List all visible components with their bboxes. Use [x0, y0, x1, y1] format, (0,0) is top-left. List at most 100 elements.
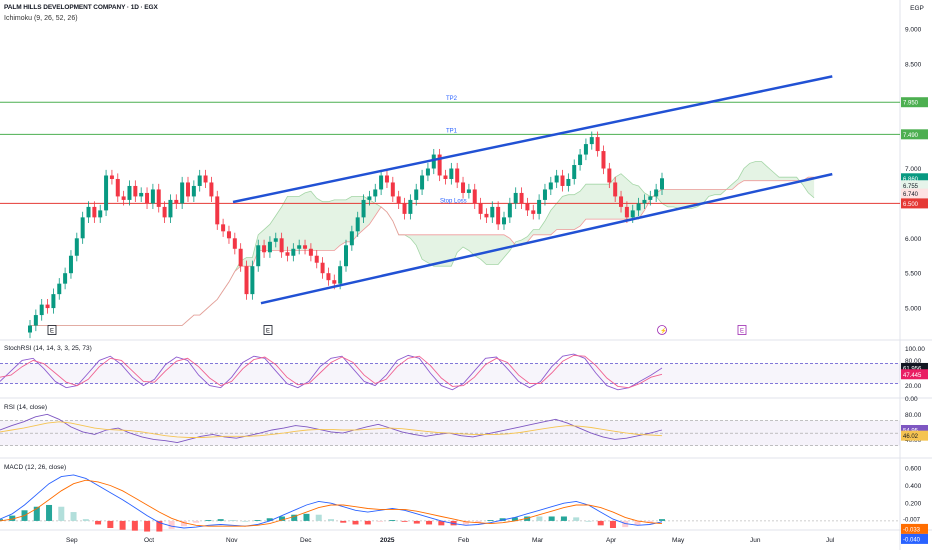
candle-body [104, 175, 109, 211]
candle-body [478, 203, 483, 214]
candle-body [262, 245, 267, 253]
candle-body [414, 189, 419, 200]
candle-body [203, 175, 208, 183]
candle-body [379, 175, 384, 190]
candle-body [256, 245, 261, 267]
stoch-d-value: 47.445 [903, 373, 922, 379]
stoch-band-fill [0, 363, 900, 384]
macd-histogram-bar [46, 504, 53, 521]
earnings-event-label: E [266, 328, 270, 334]
candle-body [320, 262, 325, 274]
ichimoku-label[interactable]: Ichimoku (9, 26, 52, 26) [4, 15, 78, 22]
candle-body [133, 185, 138, 197]
macd-histogram-bar [205, 520, 212, 521]
stoch-axis-tick: 80.00 [905, 358, 922, 365]
candle-body [502, 217, 506, 225]
rsi-value-bg [901, 425, 928, 435]
macd-label[interactable]: MACD (12, 26, close) [4, 464, 67, 471]
price-axis-tick: 8.500 [905, 61, 922, 68]
candle-body [361, 199, 366, 218]
candle-body [121, 196, 126, 200]
macd-value-bg [901, 533, 928, 544]
candle-body [425, 168, 430, 176]
stochrsi-label[interactable]: StochRSI (14, 14, 3, 3, 25, 73) [4, 345, 92, 352]
macd-histogram-bar [291, 514, 298, 521]
macd-histogram-bar [168, 520, 175, 529]
candle-body [68, 255, 73, 274]
candle-body [291, 248, 296, 256]
time-axis-tick: Oct [144, 537, 154, 544]
price-axis-tick: 5.000 [905, 306, 922, 313]
candle-body [127, 185, 132, 200]
rsi-label[interactable]: RSI (14, close) [4, 404, 47, 411]
candle-body [595, 137, 600, 152]
candle-body [308, 248, 313, 256]
candle-body [461, 182, 466, 193]
macd-axis-tick: 0.200 [905, 501, 922, 508]
price-tag-tp1-bg [901, 129, 928, 140]
candle-body [86, 206, 91, 218]
candle-body [537, 199, 542, 214]
candle-body [431, 154, 436, 169]
candle-body [525, 203, 530, 211]
candle-body [630, 210, 635, 218]
macd-histogram-bar [254, 520, 261, 521]
channel-upper-line [232, 75, 833, 204]
macd-histogram-bar [303, 513, 310, 521]
macd-histogram-bar [9, 515, 16, 521]
candle-body [572, 165, 577, 179]
stoch-axis-tick: 20.00 [905, 383, 922, 390]
candle-body [139, 192, 144, 197]
stoch-axis-bottom: 0.00 [905, 396, 918, 403]
candle-body [496, 206, 501, 225]
macd-value: -0.040 [903, 537, 921, 543]
candle-body [156, 189, 161, 207]
candle-body [349, 231, 354, 246]
macd-histogram-bar [242, 520, 249, 522]
candle-body [396, 196, 401, 204]
candle-body [408, 199, 413, 214]
candle-body [209, 182, 214, 197]
ichimoku-span-b [30, 176, 815, 326]
candle-body [244, 266, 249, 295]
macd-signal-value-bg [901, 523, 928, 534]
candle-body [250, 266, 255, 295]
candle-body [215, 196, 220, 225]
candle-body [145, 192, 150, 204]
candle-body [542, 189, 547, 200]
candle-body [28, 325, 32, 333]
candle-body [80, 217, 85, 239]
price-tag-stop-bg [901, 198, 928, 209]
stoch-k-line [0, 353, 663, 391]
price-axis-tick: 5.500 [905, 271, 922, 278]
macd-histogram-bar [646, 520, 653, 523]
macd-histogram-bar [70, 512, 77, 521]
macd-hist-value: -0.007 [903, 517, 921, 523]
price-tag-tp2: 7.950 [903, 101, 919, 107]
candle-body [150, 189, 155, 204]
candle-body [390, 182, 395, 197]
candle-body [51, 294, 56, 309]
candle-body [636, 203, 641, 211]
candle-body [314, 255, 319, 263]
candle-body [373, 189, 378, 197]
earnings-event-icon [263, 325, 273, 335]
macd-histogram-bar [401, 520, 408, 522]
candle-body [437, 154, 442, 176]
channel-lower-line [260, 172, 833, 305]
candle-body [642, 199, 647, 204]
earnings-event-icon [737, 325, 747, 335]
rsi-axis-tick: 80.00 [905, 412, 922, 419]
stoch-k-value-bg [901, 362, 928, 373]
candle-body [74, 238, 79, 256]
candle-body [98, 210, 103, 218]
candle-body [232, 238, 237, 249]
candle-body [367, 196, 372, 200]
candle-body [578, 154, 583, 166]
macd-histogram-bar [609, 520, 616, 528]
candle-body [273, 238, 278, 242]
candle-body [589, 137, 594, 145]
candle-body [472, 189, 477, 204]
candle-body [566, 178, 571, 186]
